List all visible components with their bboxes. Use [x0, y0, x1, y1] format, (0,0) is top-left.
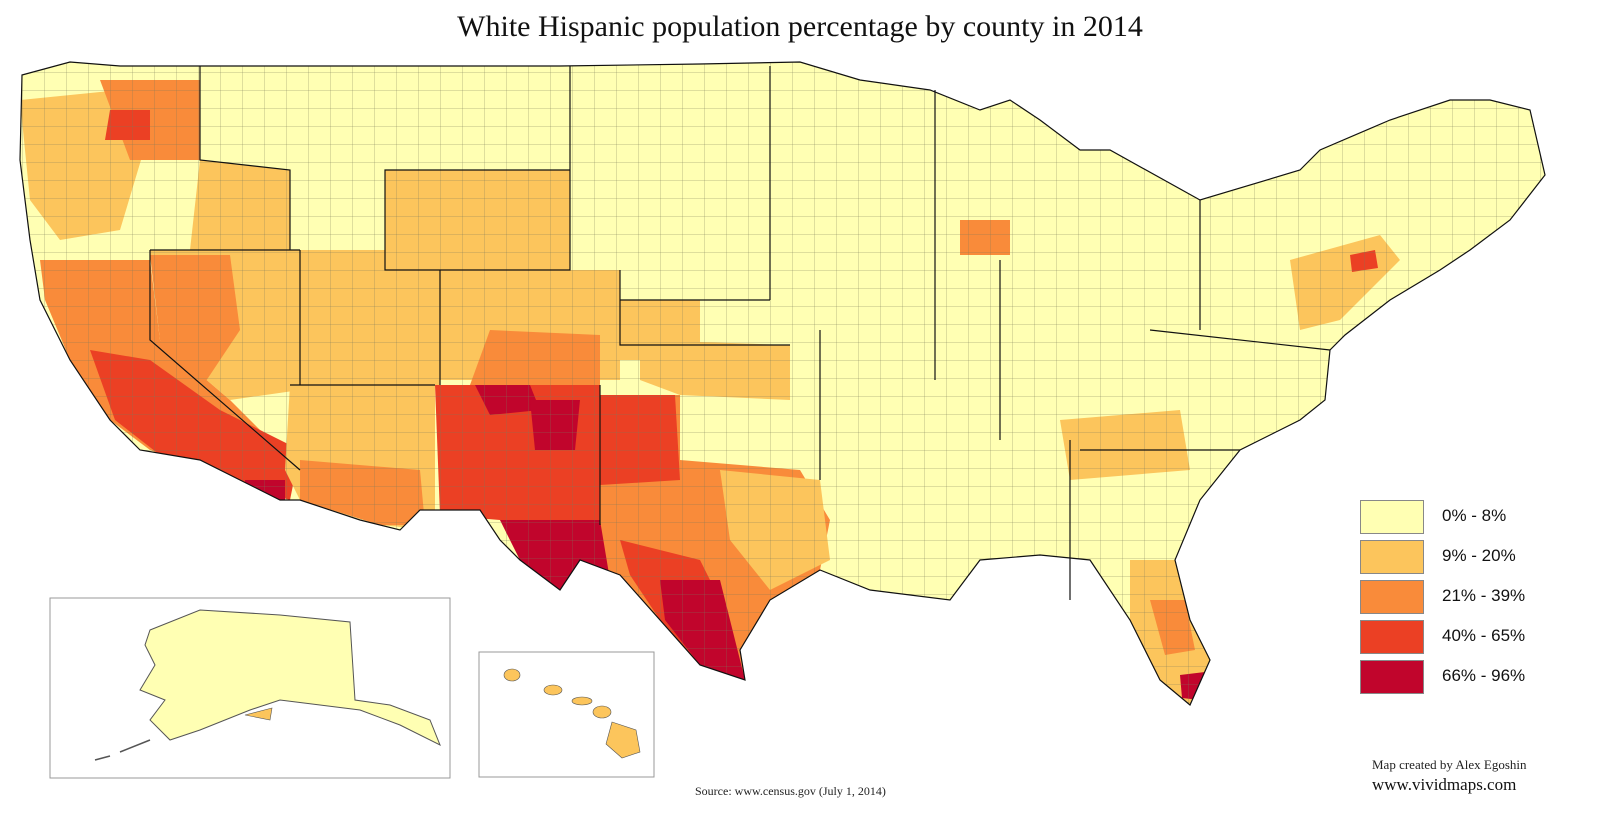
- legend-label: 21% - 39%: [1442, 586, 1526, 605]
- author-credit: Map created by Alex Egoshin: [1372, 757, 1527, 772]
- legend-item-4: 66% - 96%: [1360, 660, 1580, 696]
- alaska-islands: [94, 739, 151, 761]
- legend-item-3: 40% - 65%: [1360, 620, 1580, 656]
- legend-label: 66% - 96%: [1442, 666, 1526, 685]
- legend-label: 0% - 8%: [1442, 506, 1507, 525]
- legend-swatch: [1360, 620, 1424, 654]
- legend-item-0: 0% - 8%: [1360, 500, 1580, 536]
- hawaii-oahu: [543, 684, 563, 696]
- legend-swatch: [1360, 500, 1424, 534]
- map-title: White Hispanic population percentage by …: [457, 10, 1143, 43]
- legend-swatch: [1360, 660, 1424, 694]
- hawaii-molokai: [571, 696, 593, 706]
- alaska-inset: [49, 597, 451, 779]
- website-url[interactable]: www.vividmaps.com: [1372, 775, 1517, 794]
- hawaii-inset: [478, 651, 655, 778]
- legend-item-1: 9% - 20%: [1360, 540, 1580, 576]
- legend-swatch: [1360, 540, 1424, 574]
- alaska-southeast: [244, 707, 273, 721]
- source-note: Source: www.census.gov (July 1, 2014): [695, 784, 886, 798]
- legend-label: 9% - 20%: [1442, 546, 1516, 565]
- state-borders: [19, 61, 1546, 706]
- legend-swatch: [1360, 580, 1424, 614]
- legend-item-2: 21% - 39%: [1360, 580, 1580, 616]
- alaska-shape: [139, 609, 441, 747]
- hawaii-kauai: [503, 668, 521, 682]
- legend-label: 40% - 65%: [1442, 626, 1526, 645]
- hawaii-maui: [592, 705, 612, 719]
- hawaii-big-island: [605, 721, 641, 759]
